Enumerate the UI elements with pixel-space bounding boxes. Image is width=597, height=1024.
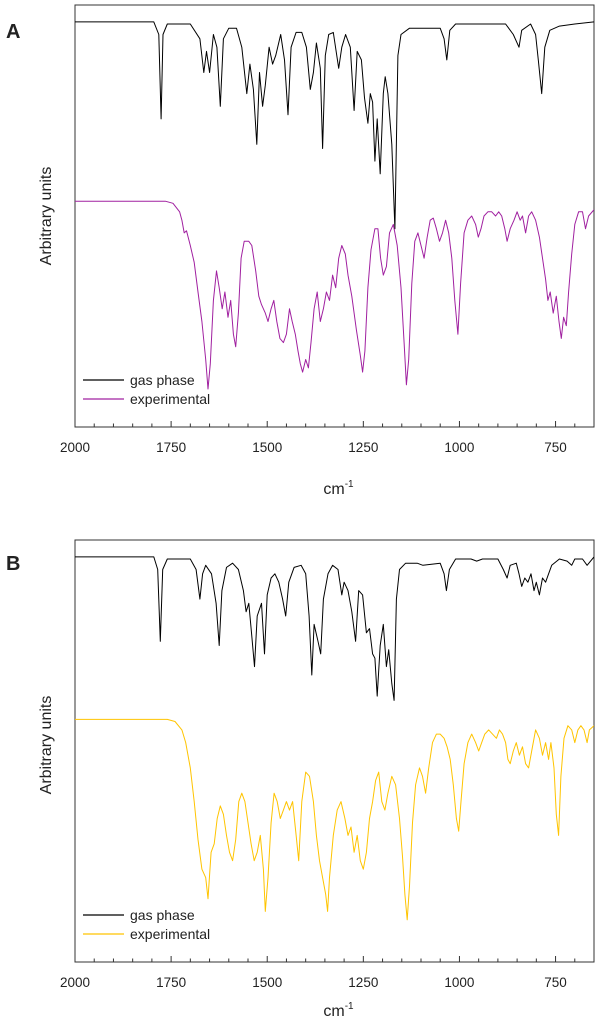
x-tick-label: 2000 xyxy=(60,440,90,455)
y-axis-label: Arbitrary units xyxy=(38,696,55,795)
series-line-experimental xyxy=(75,718,594,921)
x-tick-label: 1750 xyxy=(156,440,186,455)
legend: gas phase experimental xyxy=(83,372,210,407)
legend-label: experimental xyxy=(130,926,210,942)
x-tick-label: 2000 xyxy=(60,975,90,990)
x-tick-label: 1250 xyxy=(348,440,378,455)
legend-label: experimental xyxy=(130,391,210,407)
x-axis-label: cm-1 xyxy=(323,479,354,498)
plot-frame xyxy=(74,4,595,428)
plot-frame xyxy=(74,539,595,963)
x-axis-label: cm-1 xyxy=(323,1001,354,1020)
legend-label: gas phase xyxy=(130,372,195,388)
legend-label: gas phase xyxy=(130,907,195,923)
x-tick-label: 750 xyxy=(544,440,567,455)
chart-panel-a: A 2000 1750 1500 1250 1000 750 cm-1 Arbitrary un… xyxy=(6,4,595,498)
x-axis-label-unit: cm xyxy=(323,1003,344,1020)
x-axis-label-exponent: -1 xyxy=(345,479,354,490)
x-tick-label: 1500 xyxy=(252,440,282,455)
x-tick-label: 1750 xyxy=(156,975,186,990)
x-tick-label: 1500 xyxy=(252,975,282,990)
x-axis-label-unit: cm xyxy=(323,481,344,498)
series-line-gas-phase xyxy=(75,556,594,701)
legend: gas phase experimental xyxy=(83,907,210,942)
chart-panel-b: B 2000 1750 1500 1250 1000 750 cm-1 Arbitrary un… xyxy=(6,539,595,1020)
series-line-gas-phase xyxy=(75,21,594,230)
x-tick-label: 1250 xyxy=(348,975,378,990)
x-axis-label-exponent: -1 xyxy=(345,1001,354,1012)
panel-letter: B xyxy=(6,553,20,575)
x-tick-label: 1000 xyxy=(444,975,474,990)
y-axis-label: Arbitrary units xyxy=(38,167,55,266)
panel-letter: A xyxy=(6,21,20,43)
x-tick-label: 1000 xyxy=(444,440,474,455)
x-tick-label: 750 xyxy=(544,975,567,990)
series-line-experimental xyxy=(75,200,594,390)
